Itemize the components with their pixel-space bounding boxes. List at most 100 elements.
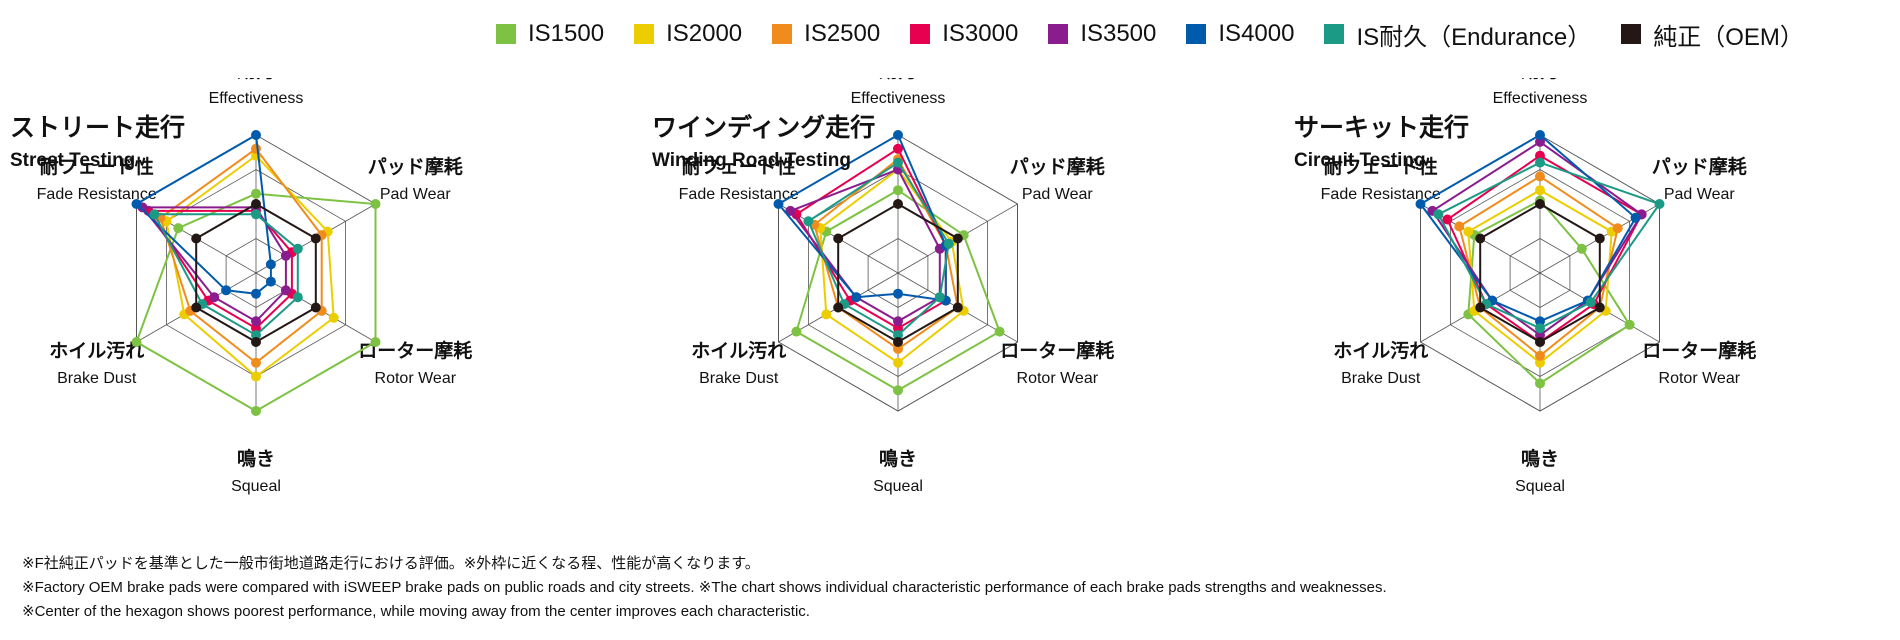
- axis-label-en: Fade Resistance: [1321, 186, 1441, 203]
- axis-label-en: Effectiveness: [209, 90, 304, 107]
- axis-label-ja: ホイル汚れ: [1333, 340, 1428, 362]
- legend-item-is3000[interactable]: IS3000: [910, 20, 1018, 48]
- axis-label-ja: 効力: [879, 78, 917, 82]
- axis-label-en: Brake Dust: [57, 370, 137, 387]
- legend-swatch: [1186, 24, 1207, 44]
- legend-swatch: [1621, 24, 1642, 44]
- series-point-is-endurance: [149, 209, 160, 220]
- series-point-is1500: [1576, 243, 1587, 254]
- series-point-oem: [1535, 199, 1545, 209]
- footnote-line: ※Center of the hexagon shows poorest per…: [22, 603, 810, 620]
- legend-swatch: [634, 24, 655, 44]
- series-point-is3500: [209, 292, 220, 303]
- winding-radar-chart: 効力 Effectiveness パッド摩耗 Pad Wear ローター摩耗 Rotor …: [679, 78, 1115, 495]
- series-point-oem: [833, 233, 844, 244]
- legend-label: IS耐久（Endurance）: [1356, 23, 1592, 51]
- panel-title: サーキット走行 Circuit Testing: [1294, 108, 1514, 172]
- legend-item-oem[interactable]: 純正（OEM）: [1621, 17, 1804, 52]
- series-point-oem: [310, 233, 321, 244]
- series-point-is4000: [1535, 130, 1545, 140]
- series-point-oem: [1475, 302, 1486, 313]
- axis-label-ja: ローター摩耗: [1642, 339, 1756, 362]
- panel-title-en: Circuit Testing: [1294, 150, 1426, 171]
- footnote-line: ※F社純正パッドを基準とした一般市街地道路走行における評価。※外枠に近くなる程、…: [22, 555, 760, 572]
- series-point-oem: [1475, 233, 1486, 244]
- axis-label-en: Brake Dust: [699, 370, 779, 387]
- axis-label-ja: 耐フェード性: [40, 155, 154, 178]
- panel-title-en: Street Testing: [10, 150, 136, 171]
- legend-item-is2000[interactable]: IS2000: [634, 20, 742, 48]
- series-point-oem: [251, 337, 261, 347]
- legend-swatch: [1048, 24, 1069, 44]
- series-point-is3000: [251, 323, 261, 334]
- axis-label-en: Squeal: [231, 478, 281, 495]
- series-point-is-endurance: [1535, 323, 1545, 334]
- series-point-is3500: [785, 205, 796, 216]
- series-point-is1500: [370, 199, 381, 209]
- series-point-is3500: [1535, 330, 1545, 341]
- series-point-oem: [310, 302, 321, 313]
- series-point-is2500: [1535, 350, 1545, 361]
- axis-label-ja: ホイル汚れ: [691, 340, 786, 362]
- legend-swatch: [910, 24, 931, 44]
- axis-label-en: Pad Wear: [1664, 186, 1736, 203]
- legend-swatch: [496, 24, 516, 44]
- axis-label-ja: 鳴き: [237, 447, 275, 470]
- axis-label-en: Squeal: [873, 478, 923, 495]
- axis-label-en: Brake Dust: [1341, 370, 1421, 387]
- series-point-oem: [1535, 337, 1545, 347]
- series-point-is4000: [1630, 212, 1641, 223]
- axis-label-ja: パッド摩耗: [1652, 155, 1747, 178]
- legend-item-endurance[interactable]: IS耐久（Endurance）: [1324, 17, 1591, 52]
- axis-label-en: Pad Wear: [380, 186, 452, 203]
- axis-label-en: Effectiveness: [1493, 90, 1588, 107]
- series-point-is2500: [251, 143, 261, 154]
- series-point-is1500: [131, 337, 142, 347]
- axis-label-ja: 鳴き: [879, 447, 917, 470]
- series-point-is2500: [1454, 221, 1465, 232]
- legend-item-is2500[interactable]: IS2500: [772, 20, 880, 48]
- axis-label-en: Pad Wear: [1022, 186, 1094, 203]
- series-point-oem: [191, 233, 202, 244]
- series-point-is3500: [280, 285, 291, 296]
- series-point-is2500: [1535, 171, 1545, 182]
- series-point-is1500: [370, 337, 381, 347]
- axis-label-ja: パッド摩耗: [1010, 155, 1105, 178]
- legend-label: IS4000: [1218, 20, 1295, 47]
- series-point-is-endurance: [934, 292, 945, 303]
- legend-item-is1500[interactable]: IS1500: [496, 20, 604, 48]
- winding-road-testing-panel: 効力 Effectiveness パッド摩耗 Pad Wear ローター摩耗 Rotor …: [642, 78, 1282, 538]
- street-radar-chart: 効力 Effectiveness パッド摩耗 Pad Wear ローター摩耗 Rotor …: [37, 78, 473, 495]
- axis-label-ja: ホイル汚れ: [49, 340, 144, 362]
- series-point-is4000: [265, 276, 276, 287]
- axis-label-en: Squeal: [1515, 478, 1565, 495]
- series-point-is4000: [221, 285, 232, 296]
- series-point-is1500: [791, 326, 802, 337]
- series-point-is-endurance: [943, 238, 954, 249]
- series-point-is-endurance: [1535, 157, 1545, 168]
- axis-label-ja: 効力: [237, 78, 275, 82]
- series-point-is-endurance: [292, 292, 303, 303]
- series-point-oem: [1594, 233, 1605, 244]
- series-point-oem: [952, 233, 963, 244]
- series-point-is-endurance: [251, 209, 261, 220]
- series-point-oem: [191, 302, 202, 313]
- panel-title: ストリート走行 Street Testing: [10, 108, 230, 172]
- street-testing-panel: 効力 Effectiveness パッド摩耗 Pad Wear ローター摩耗 Rotor …: [0, 78, 640, 538]
- series-point-is4000: [1535, 316, 1545, 327]
- series-point-is1500: [173, 223, 184, 234]
- series-point-is3500: [280, 250, 291, 261]
- series-point-oem: [893, 337, 903, 347]
- panel-title-ja: ストリート走行: [10, 114, 186, 142]
- series-point-is4000: [1415, 199, 1426, 209]
- legend-label: IS1500: [528, 20, 605, 47]
- legend-item-is3500[interactable]: IS3500: [1048, 20, 1156, 48]
- footnotes: ※F社純正パッドを基準とした一般市街地道路走行における評価。※外枠に近くなる程、…: [22, 552, 1882, 624]
- axis-label-en: Rotor Wear: [1017, 370, 1099, 387]
- axis-label-en: Fade Resistance: [679, 186, 799, 203]
- series-point-is2000: [251, 371, 261, 382]
- series-point-is-endurance: [1433, 209, 1444, 220]
- legend-label: 純正（OEM）: [1653, 23, 1804, 51]
- series-point-oem: [952, 302, 963, 313]
- legend-item-is4000[interactable]: IS4000: [1186, 20, 1294, 48]
